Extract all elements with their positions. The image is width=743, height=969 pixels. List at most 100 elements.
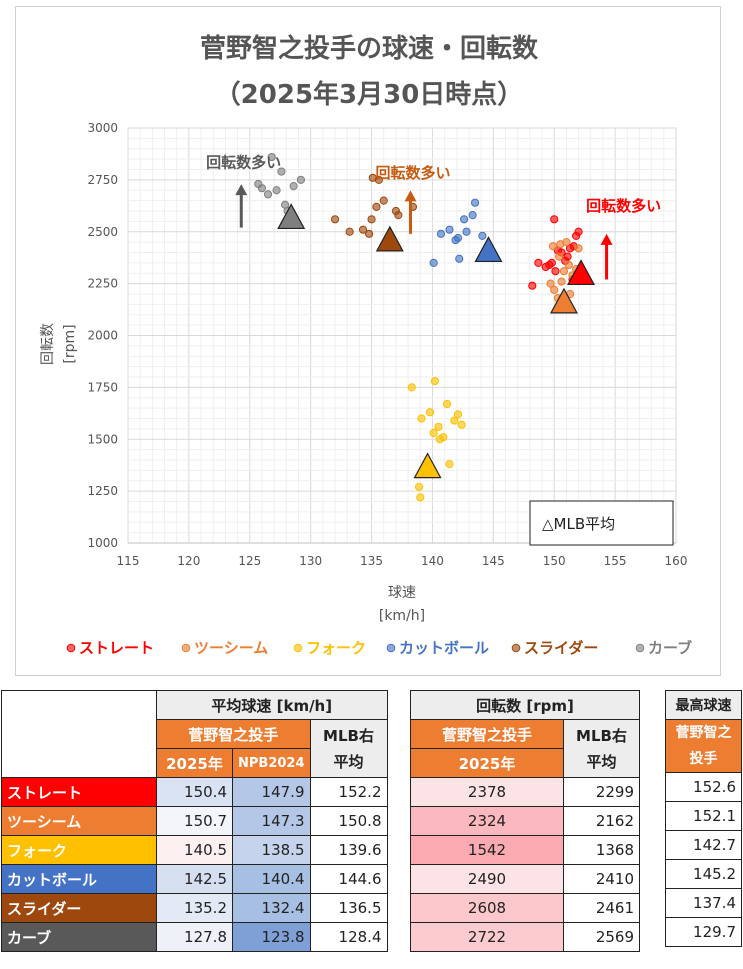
annotation-arrowhead: [600, 233, 613, 245]
data-point: [365, 229, 374, 238]
data-point: [289, 182, 298, 191]
table-row: 129.7: [665, 917, 742, 947]
speed-npb2024-cell: 147.9: [232, 777, 311, 807]
data-point: [554, 252, 564, 261]
data-points: [254, 152, 583, 502]
x-tick-label: 145: [482, 554, 505, 568]
speed-mlb-cell: 144.6: [309, 864, 388, 894]
table-row: 2722 2569: [410, 922, 640, 952]
speed-2025-cell: 150.4: [156, 777, 233, 807]
year-2025-header: 2025年: [156, 748, 233, 778]
data-point: [267, 152, 276, 162]
data-point: [434, 422, 443, 431]
pitch-name: ストレート: [1, 777, 157, 807]
y-tick-label: 2250: [87, 277, 118, 291]
speed-2025-cell: 135.2: [156, 893, 233, 923]
max-sugano-line1: 菅野智之: [675, 725, 732, 741]
spin-mlb-cell: 2569: [563, 922, 640, 952]
y-tick-label: 1250: [87, 484, 118, 498]
speed-mlb-cell: 136.5: [309, 893, 388, 923]
data-point: [534, 258, 543, 267]
legend-entry: フォーク: [306, 639, 366, 657]
data-point: [453, 410, 463, 419]
annotation-arrowhead: [404, 190, 417, 202]
table-row: 2608 2461: [410, 893, 640, 923]
x-axis-unit: [km/h]: [379, 608, 425, 624]
data-point: [367, 215, 376, 224]
y-tick-label: 1000: [87, 536, 118, 550]
data-point: [550, 215, 559, 224]
speed-mlb-cell: 152.2: [309, 777, 388, 807]
max-speed-cell: 129.7: [665, 917, 742, 947]
table-row: カーブ 127.8 123.8 128.4: [1, 922, 388, 952]
table-row: 152.1: [665, 801, 742, 831]
spin-2025-header: 2025年: [410, 748, 564, 778]
spin-header: 回転数 [rpm]: [410, 690, 640, 720]
max-speed-cell: 137.4: [665, 888, 742, 918]
y-tick-label: 2750: [87, 173, 118, 187]
data-point: [379, 196, 388, 205]
y-tick-label: 3000: [87, 121, 118, 135]
legend-entry: ツーシーム: [194, 639, 268, 657]
y-axis-unit: [rpm]: [62, 324, 78, 363]
table-row: 2378 2299: [410, 777, 640, 807]
spin-mlb-header-line1: MLB右: [576, 726, 627, 745]
data-point: [345, 227, 354, 236]
y-axis-title: 回転数: [40, 323, 56, 365]
speed-npb2024-cell: 147.3: [232, 806, 311, 836]
spin-mlb-header: MLB右 平均: [563, 719, 640, 778]
x-tick-label: 150: [543, 554, 566, 568]
data-point: [557, 277, 566, 286]
data-point: [460, 215, 469, 224]
mlb-header: MLB右 平均: [309, 719, 388, 778]
legend: ストレート ツーシーム フォーク カットボール スライダー カーブ: [66, 639, 692, 657]
data-point: [528, 281, 537, 290]
table-row: 1542 1368: [410, 835, 640, 865]
legend-entry: カーブ: [648, 639, 692, 657]
corner-cell: [1, 690, 157, 778]
max-speed-cell: 145.2: [665, 859, 742, 889]
annotation-arrowhead: [235, 184, 248, 196]
mlb-average-marker: [413, 452, 442, 479]
mlb-average-marker: [277, 203, 306, 230]
chart-frame: 菅野智之投手の球速・回転数 （2025年3月30日時点） 115 120 125 13…: [15, 6, 721, 676]
data-point: [442, 399, 452, 409]
data-point: [574, 227, 583, 236]
max-speed-cell: 152.6: [665, 772, 742, 802]
speed-mlb-cell: 128.4: [309, 922, 388, 952]
data-point: [407, 383, 416, 392]
data-point: [559, 267, 569, 276]
pitch-name: ツーシーム: [1, 806, 157, 836]
max-speed-cell: 142.7: [665, 830, 742, 860]
data-point: [563, 252, 572, 261]
data-point: [358, 225, 368, 234]
data-point: [254, 179, 263, 189]
data-point: [457, 420, 466, 429]
x-tick-label: 120: [177, 554, 200, 568]
x-tick-label: 155: [604, 554, 627, 568]
spin-mlb-cell: 2461: [563, 893, 640, 923]
data-point: [445, 225, 454, 234]
speed-2025-cell: 142.5: [156, 864, 233, 894]
table-row: 142.7: [665, 830, 742, 860]
legend-entry: ストレート: [79, 639, 154, 657]
data-point: [272, 186, 281, 195]
speed-mlb-cell: 139.6: [309, 835, 388, 865]
table-row: スライダー 135.2 132.4 136.5: [1, 893, 388, 923]
data-point: [436, 229, 446, 238]
spin-2025-cell: 2324: [410, 806, 564, 836]
mlb-legend-box: △MLB平均: [529, 500, 674, 546]
legend-marker: [66, 643, 76, 653]
spin-mlb-cell: 2162: [563, 806, 640, 836]
data-point: [425, 408, 435, 417]
data-point: [414, 482, 424, 492]
legend-marker: [511, 643, 521, 653]
x-tick-label: 135: [360, 554, 383, 568]
legend-marker: [293, 643, 303, 653]
spin-2025-cell: 2378: [410, 777, 564, 807]
speed-mlb-cell: 150.8: [309, 806, 388, 836]
data-point: [462, 227, 471, 236]
table-row: 137.4: [665, 888, 742, 918]
data-point: [330, 215, 340, 224]
mlb-header-line2: 平均: [333, 752, 364, 771]
